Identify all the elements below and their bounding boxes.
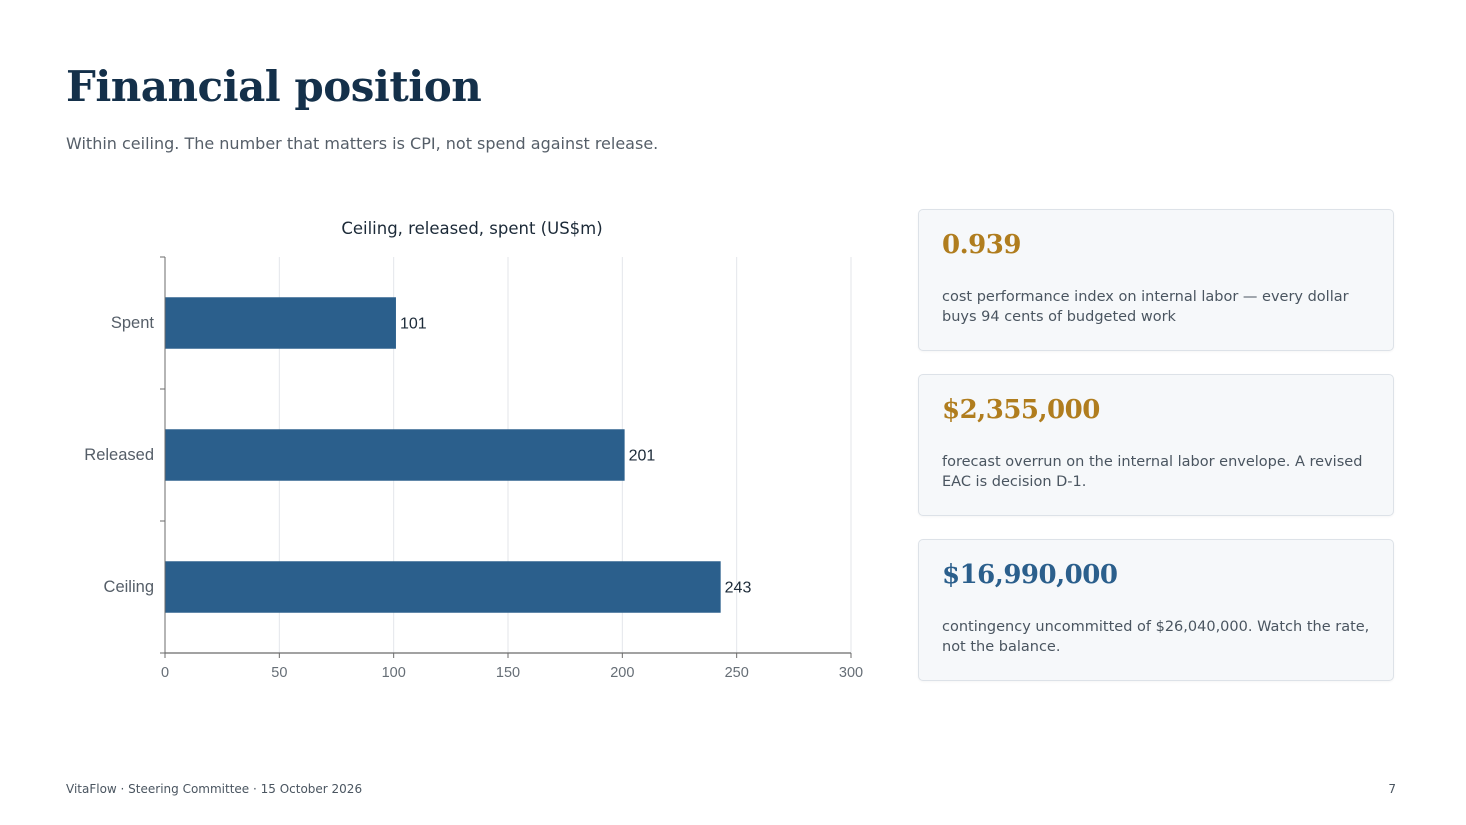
kpi-description: contingency uncommitted of $26,040,000. … (942, 619, 1370, 655)
chart-title: Ceiling, released, spent (US$m) (341, 219, 602, 238)
x-tick-label: 200 (610, 665, 634, 681)
x-tick-label: 300 (839, 665, 863, 681)
kpi-description: forecast overrun on the internal labor e… (942, 454, 1363, 490)
x-tick-label: 150 (496, 665, 520, 681)
chart-axes (160, 256, 852, 658)
data-label: 201 (629, 448, 656, 465)
x-tick-label: 0 (161, 665, 169, 681)
y-category-label: Ceiling (104, 578, 154, 596)
y-category-label: Spent (111, 314, 155, 332)
y-category-label: Released (84, 446, 154, 464)
chart-labels: 0 50 100 150 200 250 300 Spent 101 Released 201 Cei… (84, 314, 863, 681)
kpi-value: $16,990,000 (942, 560, 1118, 590)
data-label: 101 (400, 316, 427, 333)
bar-spent (165, 297, 396, 349)
data-label: 243 (725, 580, 752, 597)
kpi-value: $2,355,000 (942, 395, 1100, 425)
x-tick-label: 50 (271, 665, 287, 681)
bar-ceiling (165, 561, 721, 613)
kpi-value: 0.939 (942, 230, 1021, 260)
chart-bars (165, 297, 721, 613)
page-title: Financial position (66, 62, 482, 111)
kpi-description: cost performance index on internal labor… (942, 289, 1349, 325)
page-number: 7 (1388, 782, 1396, 796)
kpi-card-overrun: $2,355,000 forecast overrun on the inter… (918, 374, 1394, 516)
x-tick-label: 250 (725, 665, 749, 681)
footer-text: VitaFlow · Steering Committee · 15 Octob… (66, 782, 363, 796)
kpi-card-contingency: $16,990,000 contingency uncommitted of $… (918, 539, 1394, 681)
x-tick-label: 100 (382, 665, 406, 681)
bar-chart: Ceiling, released, spent (US$m) 0 50 100 15… (84, 219, 863, 681)
bar-released (165, 429, 625, 481)
kpi-card-cpi: 0.939 cost performance index on internal… (918, 209, 1394, 351)
page-subtitle: Within ceiling. The number that matters … (66, 134, 659, 153)
